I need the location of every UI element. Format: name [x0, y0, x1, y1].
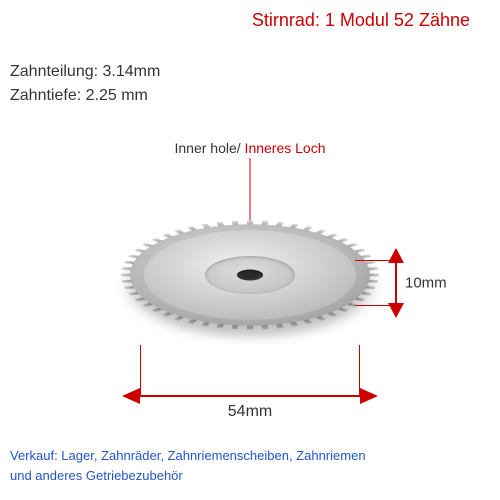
- diameter-value: 54mm: [228, 403, 272, 421]
- gear-body: 45#: [130, 224, 370, 325]
- dim-line-h: [140, 395, 360, 397]
- ext-line-left: [140, 345, 141, 395]
- gear-diagram: 45#: [110, 175, 390, 375]
- thickness-dimension: 10mm: [385, 248, 445, 318]
- inner-hole-en: Inner hole/: [174, 140, 240, 156]
- pitch-value: 3.14mm: [103, 63, 161, 80]
- product-title: Stirnrad: 1 Modul 52 Zähne: [252, 10, 470, 31]
- gear-rim: 45#: [130, 224, 370, 325]
- sales-footer: Verkauf: Lager, Zahnräder, Zahnriemensch…: [10, 446, 490, 485]
- spec-depth: Zahntiefe: 2.25 mm: [10, 84, 160, 108]
- depth-value: 2.25 mm: [86, 87, 148, 104]
- thickness-value: 10mm: [405, 275, 447, 292]
- dim-line-v: [395, 263, 397, 303]
- gear-bore: [237, 270, 263, 281]
- footer-line1: Verkauf: Lager, Zahnräder, Zahnriemensch…: [10, 446, 490, 466]
- diameter-dimension: 54mm: [120, 385, 380, 415]
- depth-label: Zahntiefe:: [10, 87, 81, 104]
- arrow-up-icon: [388, 248, 404, 263]
- arrow-right-icon: [360, 388, 378, 404]
- pitch-label: Zahnteilung:: [10, 63, 98, 80]
- spec-pitch: Zahnteilung: 3.14mm: [10, 60, 160, 84]
- specifications: Zahnteilung: 3.14mm Zahntiefe: 2.25 mm: [10, 60, 160, 108]
- inner-hole-de: Inneres Loch: [241, 140, 326, 156]
- footer-line2: und anderes Getriebezubehör: [10, 466, 490, 486]
- arrow-down-icon: [388, 303, 404, 318]
- inner-hole-label: Inner hole/ Inneres Loch: [174, 140, 325, 156]
- arrow-left-icon: [122, 388, 140, 404]
